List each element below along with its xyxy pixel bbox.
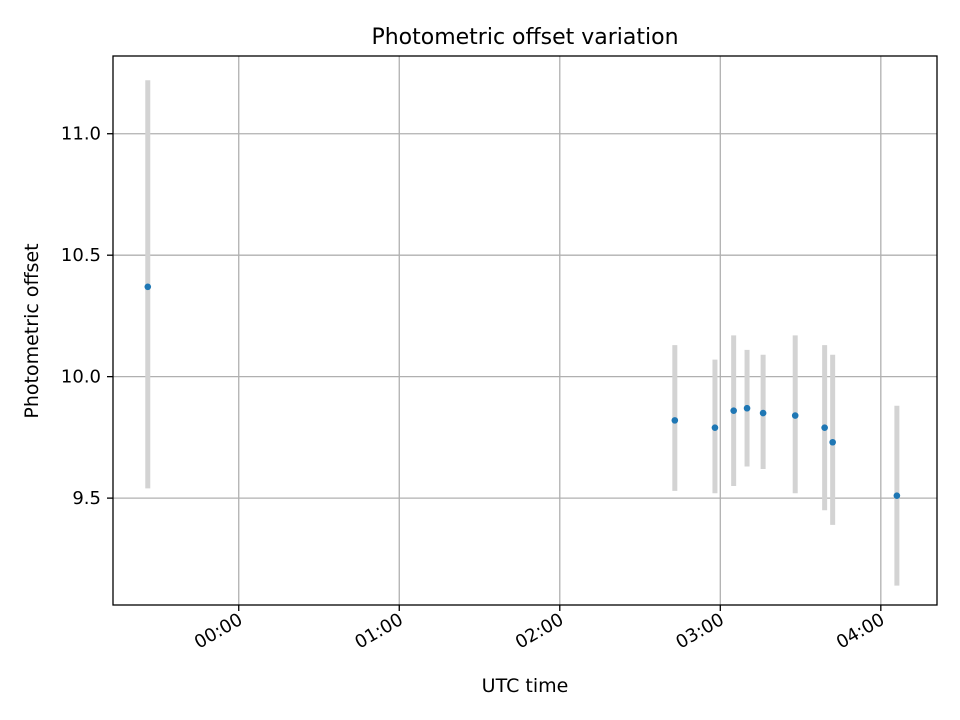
data-point [711,424,719,431]
data-points [144,283,901,499]
x-axis-label: UTC time [482,675,569,697]
data-point [743,404,751,412]
plot-area-frame [112,55,938,606]
data-point [829,438,836,446]
data-point [821,424,828,431]
y-axis-label: Photometric offset [21,243,43,418]
data-point [791,412,799,419]
data-point [893,492,901,499]
data-point [730,407,737,414]
y-tick-label: 11.0 [61,124,101,145]
chart-title: Photometric offset variation [371,25,678,50]
y-tick-label: 10.5 [61,245,101,266]
y-tick-label: 9.5 [72,488,101,509]
data-point [671,417,679,424]
data-point [144,283,152,291]
y-axis-ticks: 9.5 10.0 10.5 11.0 [61,124,113,509]
y-tick-label: 10.0 [61,367,101,388]
data-point [759,409,767,417]
grid-lines [113,56,937,605]
